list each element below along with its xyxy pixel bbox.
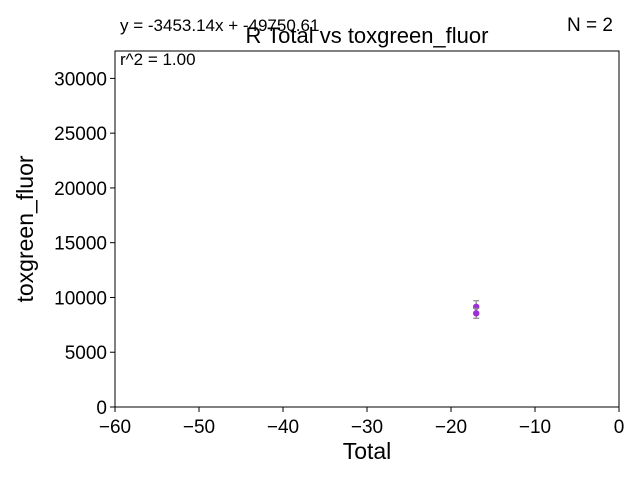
y-tick-label: 10000	[54, 288, 107, 309]
x-tick-label: −10	[519, 417, 551, 438]
plot-area: −60 −50 −40 −30 −20 −10 0 0 5000 10000 15000 20000…	[54, 50, 624, 438]
x-tick-label: −60	[99, 417, 131, 438]
data-points	[473, 300, 480, 319]
y-tick-label: 0	[96, 398, 107, 419]
x-axis: −60 −50 −40 −30 −20 −10 0	[99, 407, 624, 438]
x-tick-label: 0	[614, 417, 625, 438]
y-tick-label: 25000	[54, 124, 107, 145]
r-squared-annotation: r^2 = 1.00	[120, 50, 196, 69]
x-tick-label: −50	[183, 417, 215, 438]
x-tick-label: −40	[267, 417, 299, 438]
y-tick-label: 15000	[54, 234, 107, 255]
x-tick-label: −20	[435, 417, 467, 438]
y-tick-label: 5000	[65, 343, 107, 364]
equation-annotation: y = -3453.14x + -49750.61	[120, 16, 319, 35]
data-point	[473, 310, 480, 317]
x-tick-label: −30	[351, 417, 383, 438]
y-axis: 0 5000 10000 15000 20000 25000 30000	[54, 69, 115, 419]
x-axis-label: Total	[343, 438, 392, 464]
plot-frame	[114, 50, 620, 408]
chart-title: R Total vs toxgreen_fluor	[246, 23, 489, 48]
n-annotation: N = 2	[567, 15, 613, 36]
y-tick-label: 20000	[54, 179, 107, 200]
y-axis-label: toxgreen_fluor	[12, 155, 38, 302]
y-tick-label: 30000	[54, 69, 107, 90]
